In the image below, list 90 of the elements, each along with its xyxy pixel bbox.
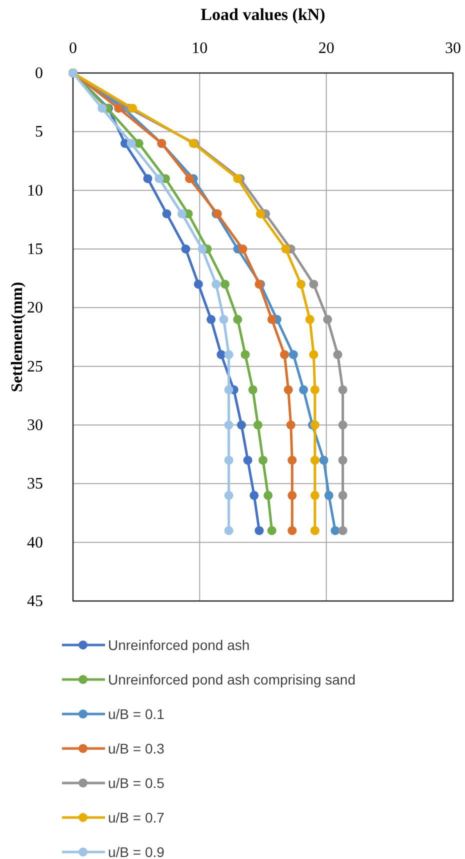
- point: [338, 490, 348, 500]
- point: [162, 209, 172, 218]
- x-tick-label: 20: [318, 40, 334, 57]
- legend-label: u/B = 0.1: [108, 706, 165, 722]
- point: [258, 456, 268, 465]
- point: [338, 420, 348, 430]
- legend-label: Unreinforced pond ash comprising sand: [108, 672, 356, 688]
- y-axis-title: Settlement(mm): [9, 282, 26, 392]
- point: [240, 350, 250, 360]
- point: [194, 280, 203, 289]
- legend-label: u/B = 0.5: [108, 775, 165, 791]
- y-tick-label: 0: [35, 65, 43, 82]
- point: [310, 385, 320, 394]
- legend-label: Unreinforced pond ash: [108, 637, 250, 653]
- point: [238, 244, 248, 254]
- point: [114, 104, 124, 113]
- point: [243, 456, 252, 465]
- x-axis-title: Load values (kN): [200, 5, 326, 24]
- point: [281, 244, 290, 254]
- x-tick-label: 10: [192, 40, 208, 57]
- y-tick-label: 10: [27, 182, 43, 200]
- x-tick-label: 0: [69, 40, 77, 57]
- point: [220, 280, 230, 289]
- point: [224, 490, 234, 500]
- point: [248, 385, 258, 394]
- point: [254, 526, 264, 536]
- point: [267, 314, 276, 324]
- point: [233, 314, 242, 324]
- point: [288, 526, 297, 536]
- legend-label: u/B = 0.9: [108, 844, 165, 859]
- point: [338, 456, 348, 465]
- point: [128, 104, 138, 113]
- point: [288, 490, 297, 500]
- point: [299, 385, 308, 394]
- point: [280, 350, 290, 360]
- point: [256, 209, 265, 218]
- legend-label: u/B = 0.7: [108, 810, 165, 826]
- y-tick-label: 35: [27, 476, 43, 493]
- point: [264, 490, 273, 500]
- point: [310, 490, 320, 500]
- point: [126, 138, 136, 148]
- point: [206, 314, 216, 324]
- point: [224, 456, 234, 465]
- point: [253, 420, 262, 430]
- point: [224, 350, 234, 360]
- point: [310, 456, 320, 465]
- point: [216, 350, 226, 360]
- point: [219, 314, 228, 324]
- point: [296, 280, 306, 289]
- point: [305, 314, 314, 324]
- point: [233, 174, 242, 184]
- y-tick-label: 30: [27, 417, 43, 434]
- point: [224, 420, 234, 430]
- point: [98, 104, 107, 113]
- point: [134, 138, 144, 148]
- point: [323, 314, 332, 324]
- point: [286, 420, 296, 430]
- y-tick-label: 15: [27, 241, 43, 258]
- point: [267, 526, 276, 536]
- point: [143, 174, 152, 184]
- point: [250, 490, 259, 500]
- point: [309, 280, 318, 289]
- legend-label: u/B = 0.3: [108, 740, 165, 756]
- y-tick-label: 40: [27, 534, 43, 552]
- point: [198, 244, 207, 254]
- point: [177, 209, 186, 218]
- point: [288, 456, 297, 465]
- point: [338, 385, 348, 394]
- y-tick-label: 45: [27, 593, 43, 610]
- point: [330, 526, 340, 536]
- point: [319, 456, 328, 465]
- y-tick-label: 25: [27, 358, 43, 376]
- y-tick-label: 5: [35, 124, 43, 141]
- point: [338, 526, 348, 536]
- point: [310, 420, 320, 430]
- point: [309, 350, 318, 360]
- y-tick-label: 20: [27, 300, 43, 317]
- point: [185, 174, 194, 184]
- point: [310, 526, 320, 536]
- point: [236, 420, 246, 430]
- point: [181, 244, 190, 254]
- point: [284, 385, 293, 394]
- point: [333, 350, 342, 360]
- point: [212, 280, 221, 289]
- x-tick-label: 30: [445, 40, 461, 57]
- point: [154, 174, 164, 184]
- point: [224, 385, 234, 394]
- point: [224, 526, 234, 536]
- point: [288, 350, 298, 360]
- point: [324, 490, 334, 500]
